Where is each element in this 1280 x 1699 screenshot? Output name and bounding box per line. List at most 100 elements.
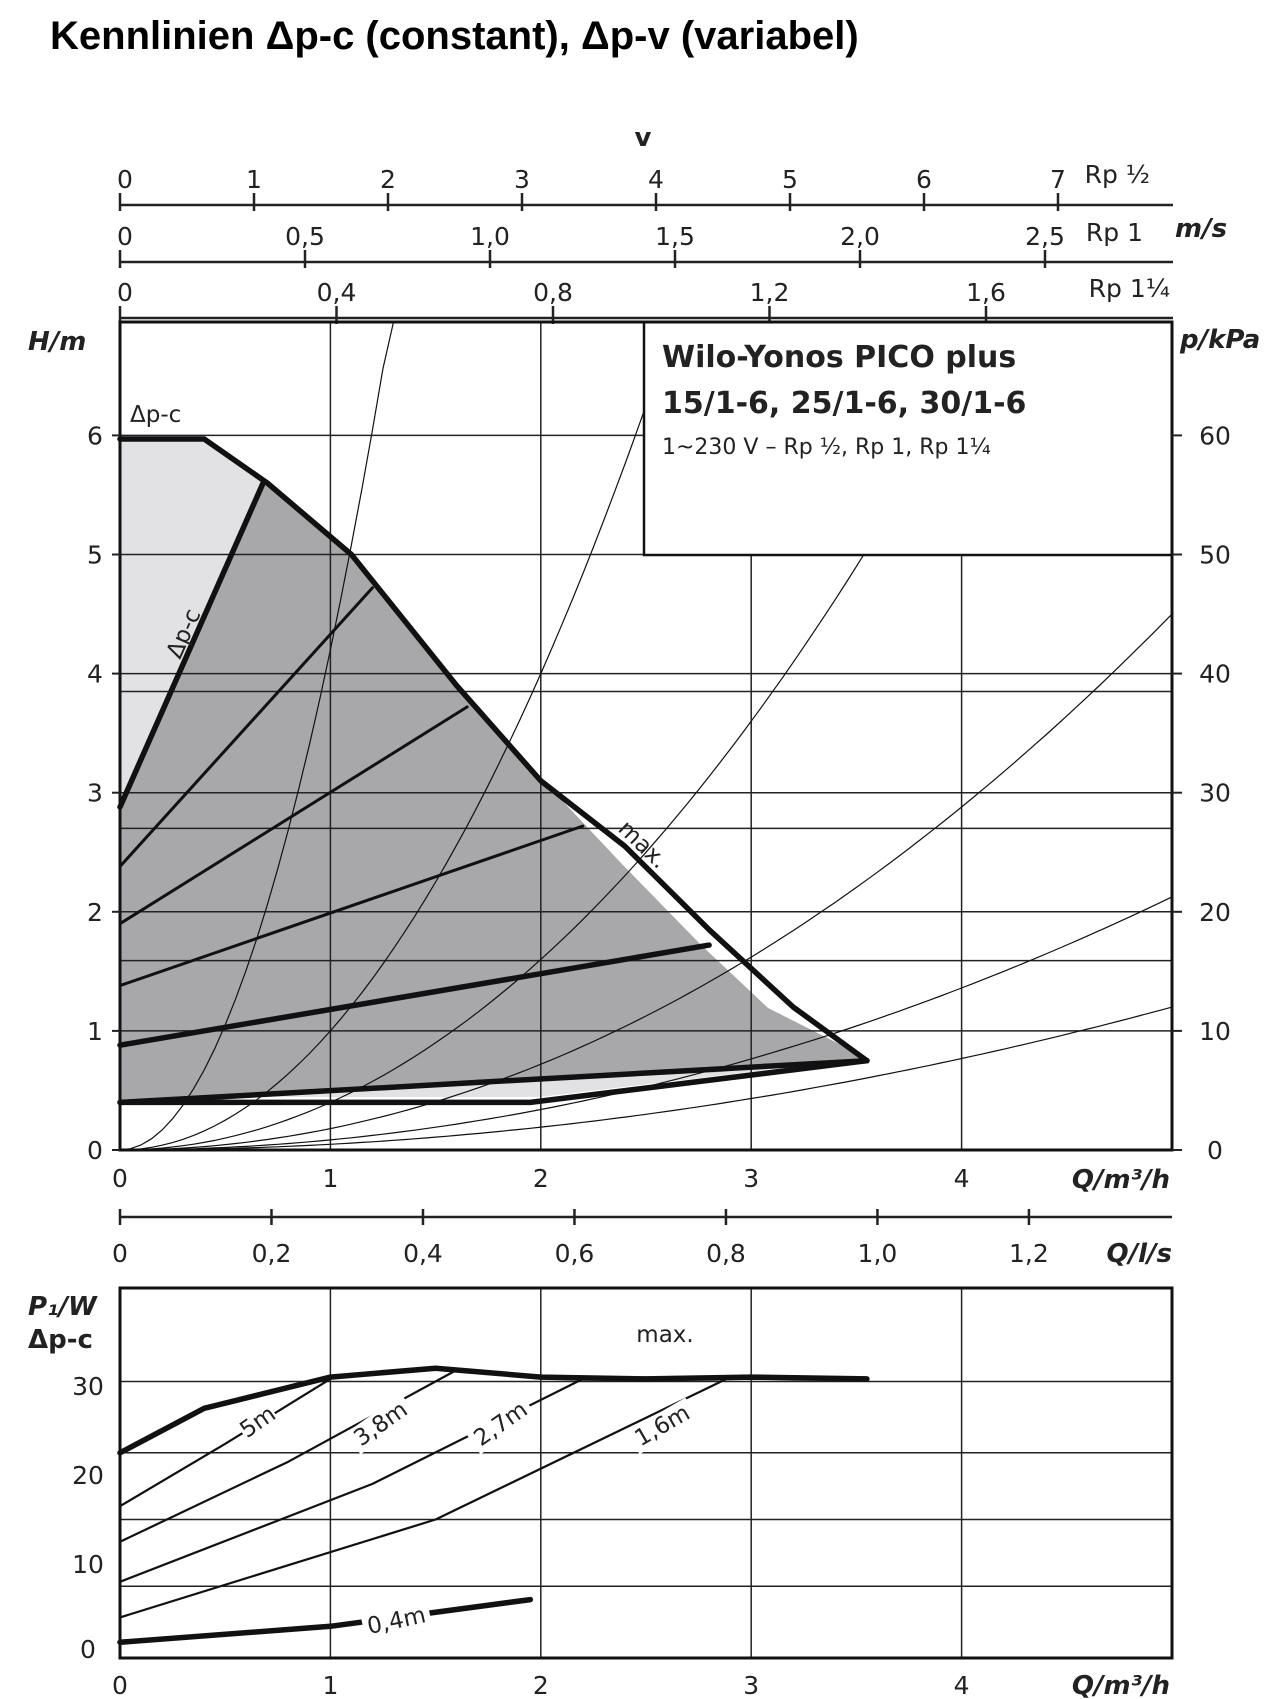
velocity-tick-label: 0 [117,165,133,194]
y-tick-label: 20 [72,1461,104,1490]
y-tick-label: 5 [87,541,103,570]
x-tick-label: 3 [743,1164,759,1193]
dpc-label-top: Δp-c [130,402,181,428]
flow-ls-axis: 0 0,2 0,4 0,6 0,8 1,0 1,2 Q/l/s [112,1209,1172,1269]
y2-tick-label: 30 [1199,779,1231,808]
x-axis-label-power: Q/m³/h [1072,1671,1170,1699]
scale-name-rp-1-quarter: Rp 1¼ [1089,274,1170,303]
label-backdrop [345,1394,417,1455]
scale-name-rp-half: Rp ½ [1085,160,1150,189]
head-plot-frame [118,320,1174,1152]
page-title: Kennlinien Δp-c (constant), Δp-v (variab… [50,14,859,58]
y2-tick-label: 10 [1199,1017,1231,1046]
velocity-header: v [635,123,652,153]
velocity-tick-label: 1,5 [655,222,695,251]
x2-tick-label: 0,2 [252,1239,292,1268]
label-backdrop [626,1397,699,1455]
x-axis-label-head: Q/m³/h [1072,1165,1170,1195]
dpv-curve [118,705,469,926]
y-tick-label: 0 [80,1635,96,1664]
velocity-tick-label: 1,6 [966,278,1006,307]
power-series [117,1365,870,1646]
label-backdrop [465,1394,537,1455]
velocity-tick-label: 2,0 [840,222,880,251]
x2-tick-label: 1,0 [858,1239,898,1268]
power-curve [117,1365,870,1456]
power-grid [120,1288,1172,1658]
power-curve-label-text: 0,4m [365,1602,428,1640]
velocity-tick-label: 1 [246,165,262,194]
x2-tick-label: 0 [112,1239,128,1268]
velocity-unit-label: m/s [1175,214,1227,244]
infobox-line3: 1~230 V – Rp ½, Rp 1, Rp 1¼ [662,435,991,460]
x-tick-label: 4 [954,1671,970,1699]
dark-region [120,479,867,1100]
velocity-tick-label: 0,5 [285,222,325,251]
x-tick-label: 0 [112,1164,128,1193]
x2-tick-label: 0,4 [403,1239,443,1268]
power-curve [118,1375,732,1619]
system-curve [119,321,679,1151]
velocity-tick-label: 1,2 [750,278,790,307]
label-backdrop [360,1601,433,1641]
velocity-tick-label: 0 [117,222,133,251]
power-curve [118,1377,332,1508]
y2-tick-label: 50 [1199,541,1231,570]
velocity-tick-label: 2,5 [1025,222,1065,251]
y-tick-label: 6 [87,421,103,450]
y2-tick-label: 20 [1199,898,1231,927]
power-curve-label-text: 5m [235,1401,280,1444]
x-tick-label: 2 [533,1671,549,1699]
x-tick-label: 1 [322,1671,338,1699]
velocity-tick-label: 3 [514,165,530,194]
system-curve [119,321,1005,1151]
power-curve-label: 0,4m [360,1601,433,1641]
velocity-tick-label: 1,0 [470,222,510,251]
velocity-tick-label: 0,8 [533,278,573,307]
dpv-curve [118,586,374,868]
max-curve-head [117,436,870,1064]
dpv-curve [117,1057,870,1106]
power-curve-label-text: 3,8m [349,1397,412,1452]
x2-tick-label: 0,8 [706,1239,746,1268]
power-curve-label-text: 2,7m [469,1397,532,1452]
velocity-tick-label: 0,4 [317,278,357,307]
power-curve-label-text: 1,6m [630,1400,694,1452]
velocity-tick-label: 2 [380,165,396,194]
y-tick-label: 10 [72,1550,104,1579]
power-curve-label: 2,7m [465,1394,537,1455]
y2-tick-label: 40 [1199,660,1231,689]
y2-tick-label: 60 [1199,421,1231,450]
head-series [117,436,870,1106]
dpv-curve [117,942,712,1048]
infobox-line1: Wilo-Yonos PICO plus [662,340,1016,375]
power-curve [117,1596,534,1646]
velocity-scales: v m/s 0 1 2 3 4 5 6 7 0 0,5 1,0 1,5 2,0 2,5 0 0,4 0,8 1… [117,123,1227,324]
dpc-curve [117,480,266,810]
power-curve-label: 5m [234,1400,282,1444]
power-curve-label: 1,6m [626,1397,699,1455]
y-axis-sublabel-power: Δp-c [28,1325,93,1355]
x2-tick-label: 1,2 [1009,1239,1049,1268]
x-tick-label: 0 [112,1671,128,1699]
y-axis-label-head: H/m [28,327,86,357]
y2-tick-label: 0 [1207,1136,1223,1165]
head-chart: Wilo-Yonos PICO plus 15/1-6, 25/1-6, 30/… [28,320,1260,1195]
label-backdrop [234,1400,282,1444]
y-tick-label: 1 [87,1017,103,1046]
x2-axis-label: Q/l/s [1107,1239,1172,1269]
x2-tick-label: 0,6 [555,1239,595,1268]
dpv-curve [117,1057,870,1106]
velocity-tick-label: 7 [1050,165,1066,194]
power-plot-frame [118,1286,1174,1660]
power-chart: max. 5m 3,8m 2,7m 1,6m 0,4m 0 10 20 30 0 1 2 3 4 P₁/… [28,1286,1174,1699]
y-tick-label: 4 [87,660,103,689]
infobox [642,320,1174,557]
y-tick-label: 3 [87,779,103,808]
power-curve-label-text: max. [636,1322,693,1348]
velocity-tick-label: 0 [117,278,133,307]
x-tick-label: 3 [743,1671,759,1699]
y-tick-label: 2 [87,898,103,927]
x-tick-label: 4 [954,1164,970,1193]
